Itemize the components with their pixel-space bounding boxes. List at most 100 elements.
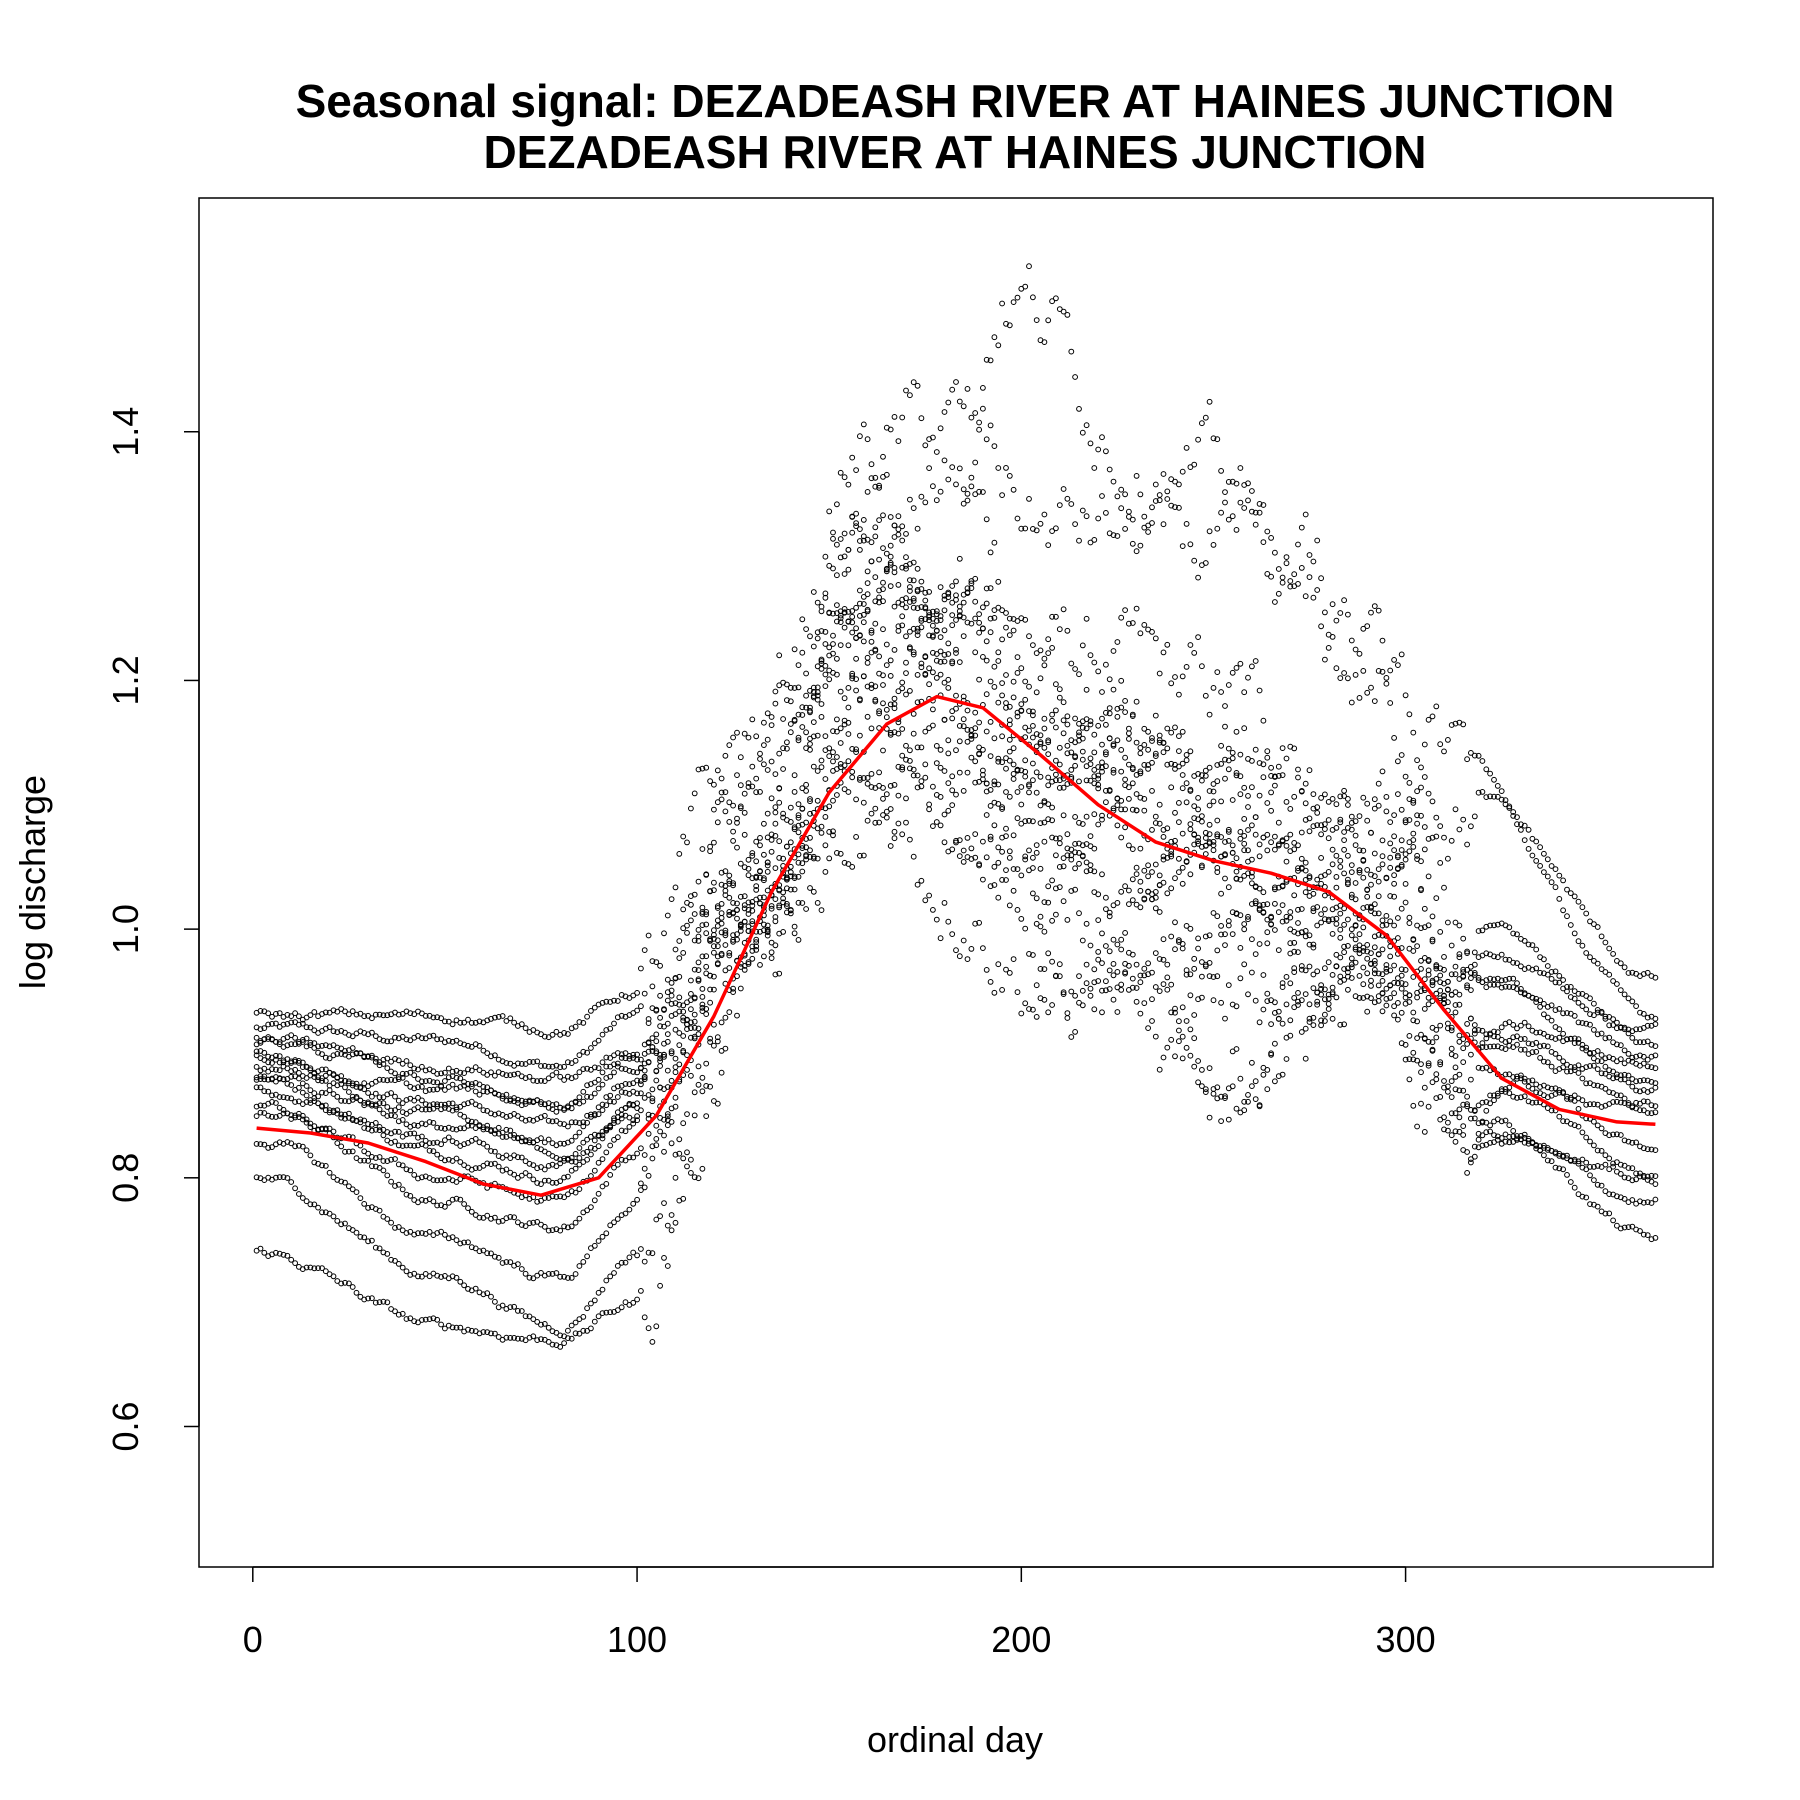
data-point: [1010, 678, 1017, 685]
data-point: [914, 744, 921, 751]
data-point: [322, 1054, 329, 1061]
data-point: [1060, 606, 1067, 613]
data-point: [1521, 1078, 1528, 1085]
data-point: [1429, 936, 1436, 943]
data-point: [1602, 1055, 1609, 1062]
data-point: [649, 1250, 656, 1257]
data-point: [941, 409, 948, 415]
data-point: [599, 1081, 606, 1088]
data-point: [714, 1100, 721, 1107]
data-point: [757, 750, 763, 757]
data-point: [630, 1299, 637, 1306]
data-point: [599, 1101, 606, 1108]
data-point: [522, 1158, 529, 1165]
data-point: [699, 1074, 706, 1081]
data-point: [907, 747, 913, 754]
data-point: [1314, 989, 1321, 996]
data-point: [1022, 283, 1029, 290]
data-point: [799, 821, 806, 828]
data-point: [576, 1330, 583, 1337]
data-point: [1168, 885, 1175, 892]
data-point: [1241, 1107, 1248, 1114]
data-point: [1010, 956, 1017, 962]
data-point: [399, 1143, 406, 1149]
data-point: [1410, 800, 1417, 806]
data-point: [834, 501, 840, 508]
data-point: [1360, 668, 1367, 674]
data-point: [1006, 736, 1013, 743]
data-point: [864, 713, 871, 720]
data-point: [1291, 892, 1298, 899]
data-point: [1521, 1139, 1528, 1146]
data-point: [680, 1155, 687, 1162]
data-point: [1095, 785, 1102, 792]
data-point: [1337, 934, 1344, 941]
data-point: [1414, 757, 1420, 764]
data-point: [1060, 989, 1067, 996]
data-point: [1375, 932, 1382, 938]
data-point: [1060, 308, 1067, 315]
data-point: [668, 1001, 675, 1007]
data-point: [918, 877, 925, 884]
data-point: [369, 1052, 375, 1059]
data-point: [257, 1102, 264, 1109]
data-point: [841, 859, 848, 866]
data-point: [1456, 1128, 1463, 1135]
data-point: [791, 716, 798, 723]
data-point: [784, 739, 790, 746]
data-point: [956, 659, 963, 665]
data-point: [503, 1091, 510, 1098]
data-point: [1418, 925, 1424, 931]
data-point: [991, 735, 998, 742]
data-point: [603, 1054, 610, 1061]
data-point: [330, 1028, 337, 1035]
data-point: [457, 1084, 464, 1090]
data-point: [688, 917, 694, 924]
data-point: [834, 716, 840, 723]
data-point: [357, 1195, 364, 1201]
data-point: [1375, 951, 1382, 958]
data-point: [857, 775, 863, 781]
data-point: [1287, 909, 1294, 915]
data-point: [307, 1067, 314, 1074]
data-point: [684, 899, 690, 906]
data-point: [799, 900, 806, 906]
data-point: [1525, 941, 1532, 948]
data-point: [964, 835, 971, 841]
data-point: [284, 1012, 291, 1018]
data-point: [269, 1092, 275, 1099]
data-point: [326, 1043, 333, 1050]
data-point: [845, 731, 852, 737]
data-point: [772, 820, 779, 827]
data-point: [922, 499, 929, 506]
data-point: [261, 1065, 268, 1072]
data-point: [1006, 721, 1013, 728]
data-point: [1548, 969, 1555, 975]
data-point: [1483, 977, 1490, 983]
data-point: [438, 1141, 445, 1148]
data-point: [526, 1116, 533, 1123]
data-point: [288, 1041, 295, 1047]
data-point: [1272, 999, 1278, 1006]
data-point: [922, 589, 929, 596]
data-point: [465, 1042, 471, 1049]
data-point: [1564, 1010, 1570, 1016]
data-point: [1579, 1129, 1586, 1136]
data-point: [576, 1120, 583, 1126]
data-point: [1014, 670, 1021, 676]
data-point: [1571, 988, 1578, 994]
data-point: [1445, 1119, 1451, 1126]
data-point: [346, 1148, 352, 1155]
data-point: [595, 1159, 602, 1166]
data-point: [595, 1104, 602, 1111]
data-point: [918, 493, 925, 500]
data-point: [776, 785, 783, 792]
data-point: [1552, 884, 1559, 891]
data-point: [1287, 831, 1294, 838]
data-point: [880, 579, 886, 586]
data-point: [749, 902, 756, 909]
data-point: [346, 1089, 352, 1095]
data-point: [1479, 1132, 1486, 1139]
data-point: [887, 730, 894, 736]
data-point: [987, 678, 994, 685]
